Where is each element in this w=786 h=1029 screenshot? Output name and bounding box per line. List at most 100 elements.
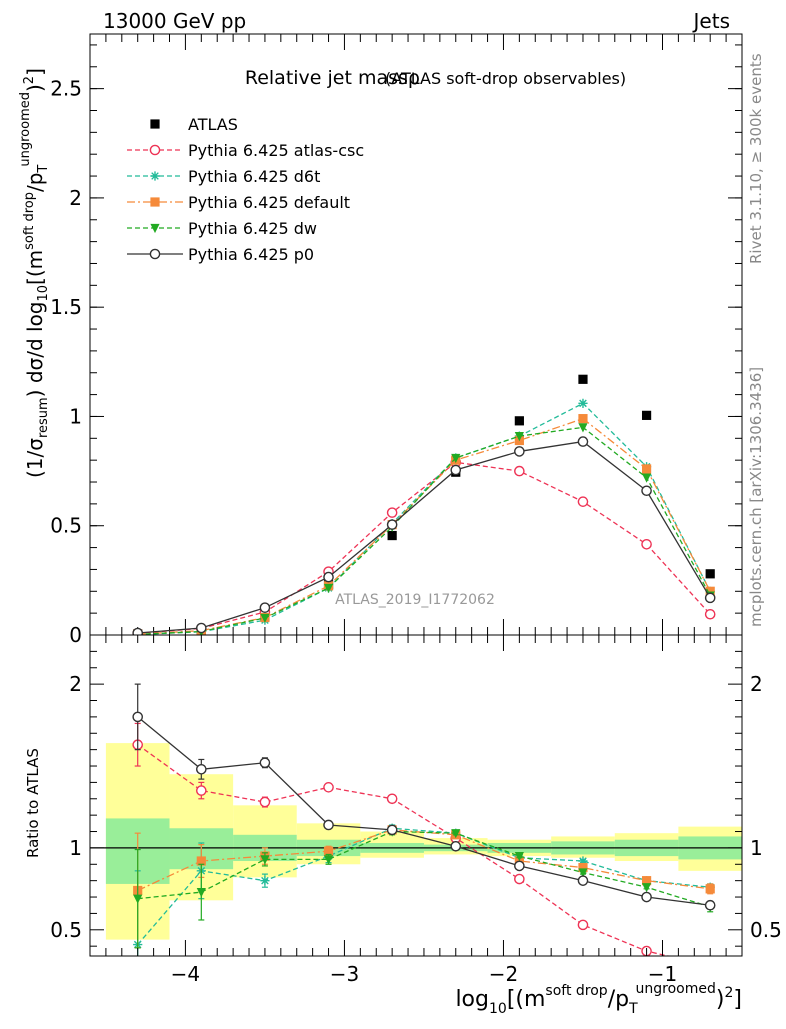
main-y-axis-label: (1/σresum) dσ/d log10[(msoft drop/pTungr… — [18, 68, 51, 478]
ratio-data-point — [196, 763, 207, 775]
ratio-data-point — [132, 711, 144, 723]
data-point — [578, 414, 588, 424]
ratio-panel: 0.5 0.5 1 1 2 2 −4 −3 −2 −1 — [50, 634, 782, 986]
ratio-data-point — [577, 875, 589, 886]
legend-marker — [150, 119, 160, 129]
data-point — [387, 530, 397, 541]
main-title: Relative jet massρ — [245, 67, 420, 89]
ratio-data-point — [323, 855, 334, 865]
y-tick-label: 0.5 — [50, 514, 82, 538]
data-point — [132, 627, 144, 635]
data-point — [578, 398, 588, 408]
ratio-data-point — [323, 782, 334, 793]
rivet-label: Rivet 3.1.10, ≥ 300k events — [747, 53, 765, 264]
ratio-y-tick-label-right: 1 — [750, 836, 763, 860]
legend-label: Pythia 6.425 default — [188, 193, 350, 212]
data-point — [641, 473, 652, 483]
ratio-series-line — [137, 716, 711, 906]
ratio-data-point — [451, 829, 461, 839]
data-point — [451, 453, 461, 464]
data-point — [577, 496, 589, 507]
x-tick-label: −3 — [330, 962, 359, 986]
data-point — [386, 507, 398, 518]
legend-marker — [149, 248, 161, 260]
data-point — [386, 519, 398, 530]
series-line — [137, 440, 711, 634]
x-tick-label: −2 — [489, 962, 518, 986]
ratio-data-point — [706, 961, 715, 970]
x-tick-label: −4 — [171, 962, 200, 986]
legend-marker — [150, 171, 160, 181]
main-plot-area — [132, 374, 716, 635]
data-point — [705, 569, 715, 579]
ratio-data-point — [514, 873, 525, 885]
series-line — [137, 426, 711, 635]
data-point — [196, 622, 207, 634]
y-tick-label: 2 — [69, 186, 82, 210]
data-point — [259, 602, 271, 613]
ratio-data-point — [705, 884, 715, 894]
ratio-data-point — [450, 840, 462, 852]
main-subtitle: (ATLAS soft-drop observables) — [385, 69, 626, 88]
ratio-data-point — [133, 894, 143, 904]
main-panel: 0 0.5 1 1.5 2 2.5 — [50, 33, 743, 647]
data-point — [641, 485, 652, 497]
data-point — [514, 416, 524, 426]
data-point — [578, 374, 588, 384]
data-point — [704, 592, 716, 604]
legend-label: Pythia 6.425 atlas-csc — [188, 141, 364, 160]
ratio-y-tick-label-right: 2 — [750, 672, 763, 696]
y-tick-label: 1.5 — [50, 295, 82, 319]
ratio-data-point — [386, 793, 398, 805]
y-tick-label: 2.5 — [50, 77, 82, 101]
ratio-data-point — [196, 785, 207, 796]
legend-label: Pythia 6.425 d6t — [188, 167, 320, 186]
ratio-plot-area — [90, 683, 742, 970]
data-point — [260, 613, 270, 624]
x-tick-label: −1 — [648, 962, 677, 986]
watermark: ATLAS_2019_I1772062 — [335, 592, 495, 608]
series-line — [137, 402, 711, 635]
ratio-data-point — [704, 899, 716, 911]
data-point — [514, 432, 524, 442]
y-tick-label: 0 — [69, 623, 82, 647]
ratio-series-line — [137, 829, 711, 892]
data-point — [323, 571, 334, 583]
data-point — [641, 410, 652, 420]
ratio-data-point — [578, 856, 588, 866]
ratio-data-point — [578, 868, 588, 878]
ratio-data-point — [259, 796, 271, 808]
legend-label: Pythia 6.425 p0 — [188, 245, 314, 264]
y-tick-label: 1 — [69, 404, 82, 428]
legend-marker — [150, 223, 160, 234]
ratio-data-point — [514, 851, 524, 862]
ratio-y-tick-label: 0.5 — [50, 918, 82, 942]
data-point — [450, 464, 462, 476]
data-point — [705, 586, 715, 596]
ratio-series-line — [137, 744, 671, 956]
data-point — [641, 539, 652, 550]
legend-label: ATLAS — [188, 115, 238, 134]
ratio-data-point — [196, 856, 206, 866]
data-point — [323, 583, 334, 594]
data-point — [578, 423, 588, 433]
ratio-data-point — [323, 846, 334, 856]
data-point — [641, 464, 652, 474]
data-point — [577, 436, 589, 447]
mcplots-label: mcplots.cern.ch [arXiv:1306.3436] — [747, 367, 765, 627]
ratio-y-tick-label: 2 — [69, 672, 82, 696]
ratio-data-point — [260, 855, 270, 865]
ratio-y-tick-label-right: 0.5 — [750, 918, 782, 942]
ratio-data-point — [577, 919, 589, 931]
ratio-data-point — [514, 860, 525, 872]
legend-marker — [150, 197, 160, 207]
ratio-data-point — [196, 888, 206, 898]
ratio-y-axis-label: Ratio to ATLAS — [24, 748, 42, 858]
ratio-data-point — [641, 883, 652, 893]
ratio-data-point — [386, 824, 398, 836]
ratio-data-point — [323, 819, 334, 831]
legend-label: Pythia 6.425 dw — [188, 219, 317, 238]
ratio-series-line — [137, 830, 711, 908]
